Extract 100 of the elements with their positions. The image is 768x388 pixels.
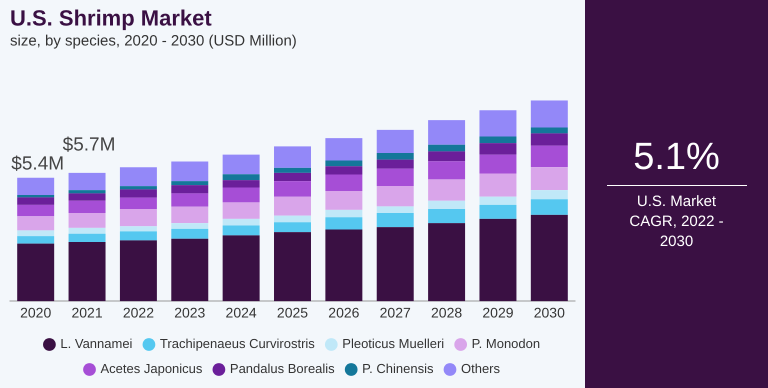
bar bbox=[171, 185, 208, 194]
x-tick-label: 2023 bbox=[174, 304, 206, 320]
bar bbox=[222, 174, 260, 180]
bar bbox=[222, 188, 260, 202]
bar bbox=[428, 200, 466, 210]
bar bbox=[479, 196, 516, 205]
bar bbox=[376, 206, 414, 214]
bar bbox=[530, 100, 568, 128]
x-tick-label: 2024 bbox=[226, 304, 257, 320]
bar bbox=[428, 161, 466, 180]
bar bbox=[171, 193, 208, 207]
bar bbox=[376, 186, 414, 206]
chart-subtitle: size, by species, 2020 - 2030 (USD Million) bbox=[10, 32, 297, 50]
x-tick-label: 2030 bbox=[534, 304, 566, 320]
bar bbox=[68, 190, 106, 194]
bar bbox=[479, 173, 516, 197]
bar bbox=[479, 110, 516, 137]
bar bbox=[171, 223, 208, 229]
bar bbox=[479, 218, 516, 302]
bar bbox=[376, 153, 414, 160]
bar bbox=[17, 230, 54, 236]
bar bbox=[17, 194, 54, 198]
bar bbox=[17, 236, 54, 244]
bar bbox=[428, 151, 466, 162]
bar bbox=[428, 209, 466, 224]
bar bbox=[325, 138, 362, 160]
bar bbox=[274, 172, 311, 182]
text: 5.1% bbox=[606, 136, 746, 186]
legend-label: Trachipenaeus Curvirostris bbox=[160, 336, 316, 352]
bar bbox=[17, 197, 54, 205]
x-tick-label: 2028 bbox=[431, 304, 462, 320]
bar bbox=[17, 204, 54, 216]
x-tick-label: 2026 bbox=[328, 304, 360, 320]
bar bbox=[325, 166, 362, 174]
bar bbox=[120, 240, 157, 302]
bar bbox=[120, 186, 157, 190]
bar bbox=[530, 128, 568, 134]
bar bbox=[428, 179, 466, 201]
bar bbox=[17, 244, 54, 302]
bar bbox=[376, 160, 414, 169]
bar bbox=[68, 213, 106, 228]
bar bbox=[530, 167, 568, 190]
bar bbox=[274, 181, 311, 197]
bar bbox=[222, 154, 260, 174]
bar bbox=[17, 216, 54, 230]
legend-label: L. Vannamei bbox=[60, 336, 133, 352]
bar bbox=[479, 136, 516, 144]
bar bbox=[274, 232, 311, 302]
bar bbox=[325, 190, 362, 210]
x-tick-label: 2022 bbox=[122, 304, 154, 320]
bar bbox=[325, 174, 362, 191]
bar bbox=[68, 193, 106, 201]
bar bbox=[274, 216, 311, 222]
bar bbox=[222, 218, 260, 226]
x-tick-label: 2027 bbox=[380, 304, 412, 320]
bar bbox=[222, 202, 260, 219]
bar bbox=[171, 228, 208, 239]
x-tick-label: 2021 bbox=[71, 304, 103, 320]
bar bbox=[274, 168, 311, 173]
bar bbox=[530, 133, 568, 146]
bar bbox=[376, 168, 414, 186]
bar bbox=[171, 238, 208, 302]
bar bbox=[17, 178, 54, 195]
bar bbox=[530, 214, 568, 302]
bar bbox=[325, 160, 362, 166]
bar bbox=[120, 226, 157, 232]
bar bbox=[376, 227, 414, 302]
bar bbox=[274, 146, 311, 168]
text: U.S. Market CAGR, 2022 - 2030 bbox=[628, 192, 725, 252]
bar bbox=[274, 196, 311, 216]
bar bbox=[325, 210, 362, 218]
bar bbox=[120, 209, 157, 226]
bar bbox=[376, 130, 414, 154]
x-tick-label: 2029 bbox=[482, 304, 514, 320]
bar bbox=[530, 146, 568, 168]
legend-label: P. Monodon bbox=[472, 336, 540, 352]
bar bbox=[428, 120, 466, 145]
bar bbox=[325, 230, 362, 302]
bar bbox=[68, 228, 106, 234]
legend-label: Pandalus Borealis bbox=[230, 361, 336, 376]
bar bbox=[376, 213, 414, 228]
bar bbox=[222, 180, 260, 188]
bar bbox=[120, 167, 157, 186]
bar bbox=[530, 190, 568, 200]
bar bbox=[68, 172, 106, 190]
legend-label: Others bbox=[460, 361, 500, 376]
bar bbox=[222, 235, 260, 302]
bar bbox=[68, 200, 106, 214]
annotation: $5.4M bbox=[11, 153, 64, 174]
bar bbox=[325, 217, 362, 230]
bar bbox=[68, 234, 106, 242]
x-tick-label: 2025 bbox=[276, 304, 308, 320]
bar bbox=[171, 206, 208, 224]
bar bbox=[479, 154, 516, 174]
bar bbox=[120, 189, 157, 198]
bar bbox=[120, 231, 157, 240]
bar bbox=[68, 242, 106, 302]
bar bbox=[479, 204, 516, 219]
bar bbox=[479, 143, 516, 155]
legend-label: Pleoticus Muelleri bbox=[342, 336, 444, 352]
